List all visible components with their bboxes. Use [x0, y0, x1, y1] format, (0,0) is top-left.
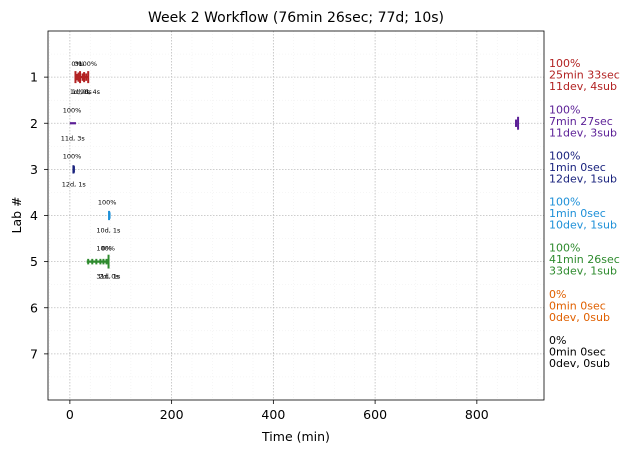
lab-5-summary-line: 33dev, 1sub — [549, 265, 617, 278]
plot-frame — [47, 30, 545, 401]
axis-ticks: 0 200 400 600 800 1 2 3 4 5 6 7 — [30, 70, 489, 422]
lab-3-annotation: 100% — [63, 152, 82, 160]
y-tick-label: 3 — [30, 162, 38, 177]
lab-1-annotation: 1d, 0s — [70, 88, 91, 96]
x-tick-label: 400 — [261, 407, 285, 422]
lab-2-annotation: 100% — [63, 106, 82, 114]
lab-6-summary-line: 0dev, 0sub — [549, 311, 610, 324]
y-tick-label: 2 — [30, 116, 38, 131]
lab-3-annotation: 12d, 1s — [62, 180, 87, 188]
chart-title: Week 2 Workflow (76min 26sec; 77d; 10s) — [148, 10, 444, 26]
x-tick-label: 600 — [363, 407, 387, 422]
lab-5-annotation: 31d, 1s — [96, 273, 121, 281]
lab-5-annotation: 100% — [96, 245, 115, 253]
x-tick-label: 0 — [66, 407, 74, 422]
major-grid — [48, 31, 544, 400]
lab-1-summary-line: 11dev, 4sub — [549, 80, 617, 93]
y-tick-label: 6 — [30, 300, 38, 315]
x-tick-label: 200 — [160, 407, 184, 422]
lab-5-summary-line: 100% — [549, 242, 580, 255]
lab-7-summary-line: 0dev, 0sub — [549, 357, 610, 370]
lab-1-summary-line: 100% — [549, 57, 580, 70]
lab-3-summary-line: 100% — [549, 149, 580, 162]
y-tick-label: 5 — [30, 254, 38, 269]
lab-7-summary-line: 0% — [549, 334, 566, 347]
lab-7-summary-line: 0min 0sec — [549, 345, 606, 358]
lab-4-annotation: 10d, 1s — [96, 227, 121, 235]
y-axis-label: Lab # — [9, 196, 24, 233]
lab-3-summary-line: 12dev, 1sub — [549, 172, 617, 185]
lab-1-annotation: 9d, 4s — [80, 88, 101, 96]
lab-5-annotation: 2d, 0s — [99, 273, 120, 281]
lab-2-annotation: 11d, 3s — [61, 134, 86, 142]
lab-1-annotation: 0% — [74, 60, 84, 68]
lab-2-summary-line: 100% — [549, 103, 580, 116]
lab-1-annotation: 1d, 0s — [72, 88, 93, 96]
lab-6-summary-line: 0min 0sec — [549, 299, 606, 312]
y-tick-label: 4 — [30, 208, 38, 223]
lab-5-annotation: 0% — [101, 245, 111, 253]
x-axis-label: Time (min) — [261, 429, 330, 444]
lab-4-summary-line: 100% — [549, 196, 580, 209]
lab-1-annotation: 100% — [79, 60, 98, 68]
lab-1-summary-line: 25min 33sec — [549, 69, 620, 82]
lab-4-annotation: 100% — [98, 199, 117, 207]
lab-5-summary-line: 41min 26sec — [549, 253, 620, 266]
lab-2-summary-line: 7min 27sec — [549, 115, 613, 128]
lab-4-summary-line: 1min 0sec — [549, 207, 606, 220]
lab-2-summary-line: 11dev, 3sub — [549, 126, 617, 139]
minor-grid — [48, 31, 544, 400]
y-tick-label: 7 — [30, 346, 38, 361]
lab-1-annotation: 0% — [71, 60, 81, 68]
lab-6-summary-line: 0% — [549, 288, 566, 301]
lab-4-summary-line: 10dev, 1sub — [549, 219, 617, 232]
lab-3-summary-line: 1min 0sec — [549, 161, 606, 174]
x-tick-label: 800 — [465, 407, 489, 422]
y-tick-label: 1 — [30, 70, 38, 85]
